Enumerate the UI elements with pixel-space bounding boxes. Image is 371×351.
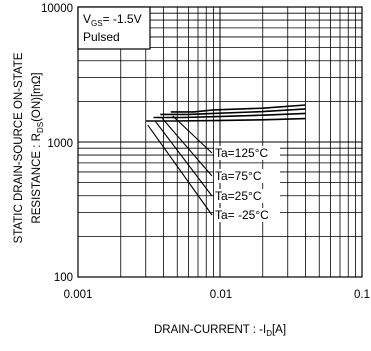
series-label-3: Ta= -25°C	[215, 208, 269, 222]
legend-label-layer: Ta=125°C Ta=75°C Ta=25°C Ta= -25°C	[147, 115, 280, 222]
series-label-bg-2	[214, 189, 280, 203]
series-label-bg-0	[214, 146, 280, 160]
series-label-bg-3	[214, 208, 280, 222]
leader-line-2	[155, 121, 213, 197]
y-axis-title-line2: RESISTANCE : RDS(ON)[mΩ]	[31, 72, 45, 223]
x-tick-0.01: 0.01	[210, 289, 232, 301]
series-label-1: Ta=75°C	[215, 169, 262, 183]
grid	[77, 7, 362, 278]
series-line-1	[160, 108, 306, 116]
vgs-condition: VGS= -1.5V	[83, 12, 142, 28]
pulsed-condition: Pulsed	[83, 30, 120, 44]
plot-frame	[77, 6, 363, 278]
series-line-0	[170, 104, 306, 113]
y-tick-100: 100	[54, 272, 73, 284]
series-label-0: Ta=125°C	[215, 146, 269, 160]
series-line-3	[145, 117, 306, 122]
conditions-box	[77, 6, 151, 50]
x-axis-title: DRAIN-CURRENT : -ID[A]	[154, 324, 286, 338]
leader-line-1	[161, 118, 213, 177]
x-tick-0.1: 0.1	[354, 289, 370, 301]
series-label-bg-1	[214, 169, 280, 183]
y-tick-10000: 10000	[41, 3, 73, 15]
series-label-2: Ta=25°C	[215, 189, 262, 203]
leader-line-0	[172, 115, 213, 154]
y-axis-title-line1: STATIC DRAIN-SOURCE ON-STATE	[13, 52, 25, 243]
series-layer	[145, 104, 306, 122]
leader-line-3	[147, 124, 213, 216]
x-tick-0.001: 0.001	[64, 289, 93, 301]
series-line-2	[153, 112, 306, 119]
y-tick-1000: 1000	[47, 138, 73, 150]
